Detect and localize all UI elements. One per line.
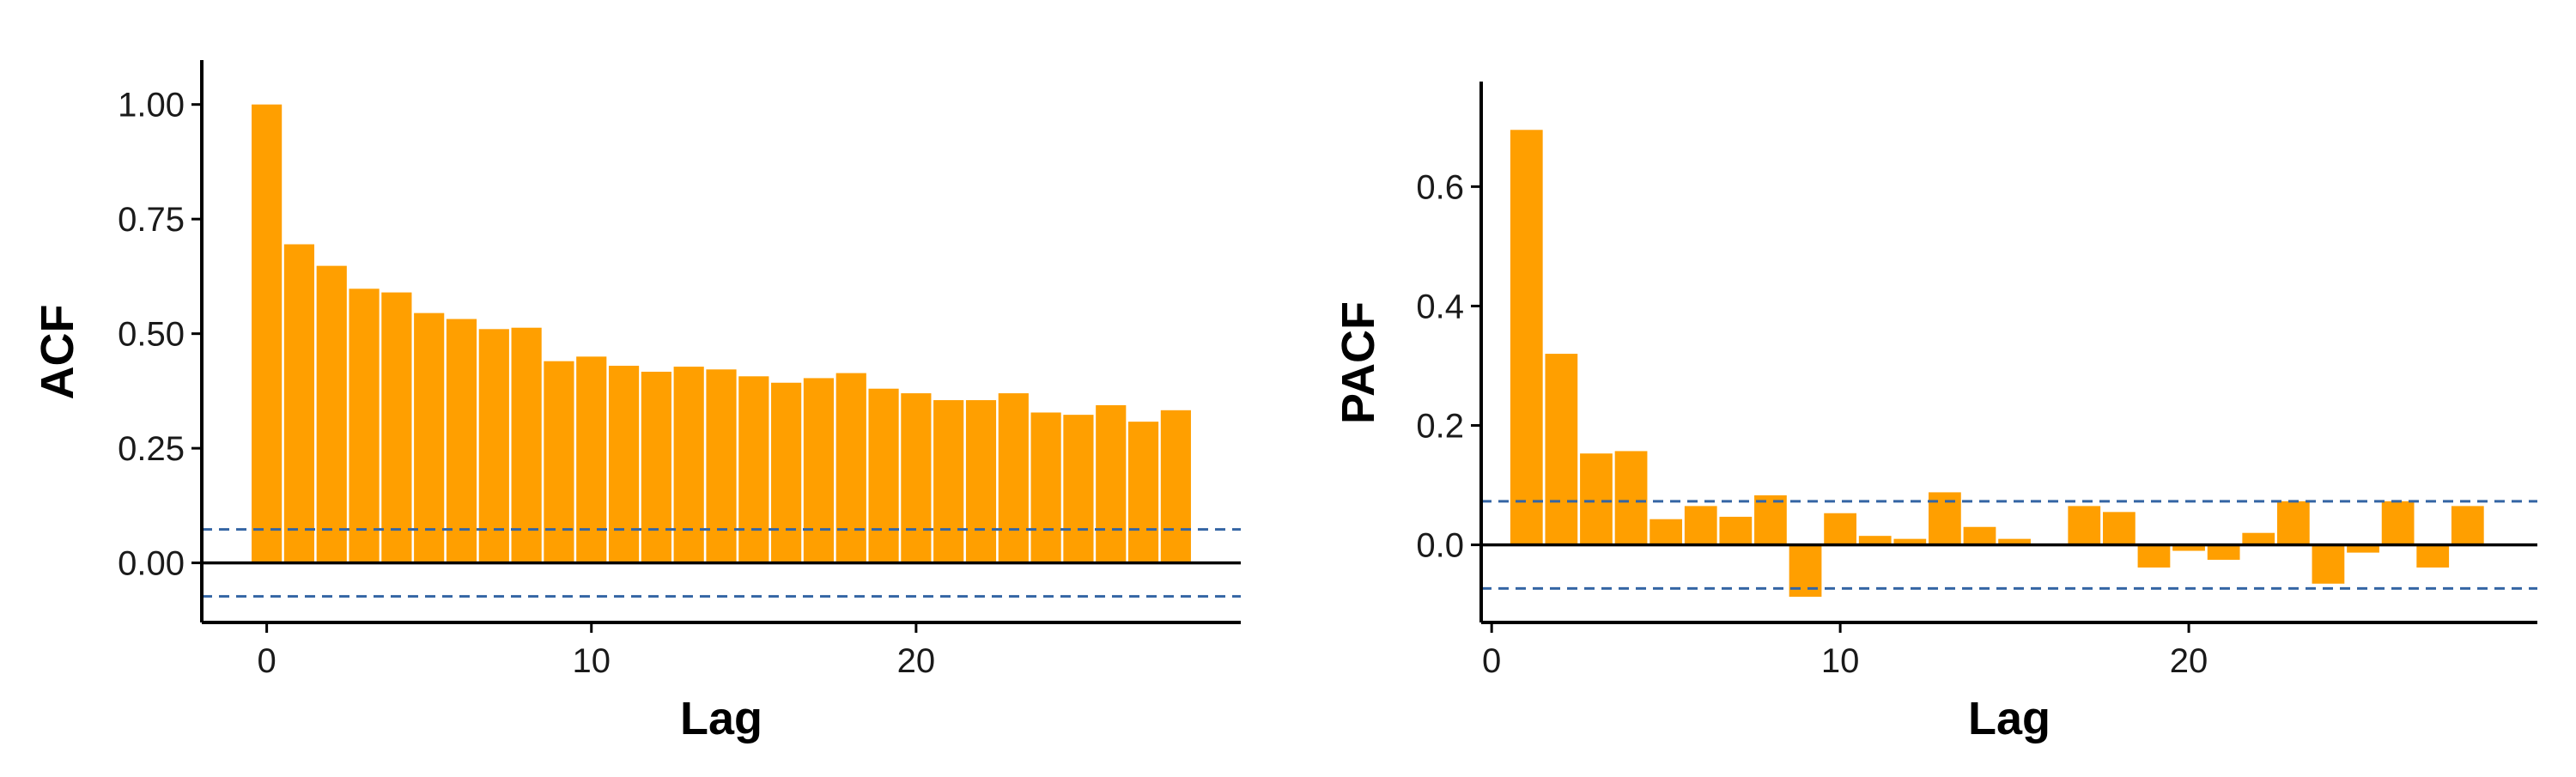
pacf-bar-lag-18 <box>2103 512 2136 544</box>
acf-y-axis-title: ACF <box>32 305 83 400</box>
acf-bar-lag-13 <box>674 367 704 563</box>
acf-bar-lag-22 <box>966 400 996 563</box>
acf-bar-lag-25 <box>1063 415 1093 562</box>
acf-y-tick-label: 0.50 <box>118 316 185 354</box>
acf-bar-lag-28 <box>1161 410 1191 563</box>
acf-bar-lag-1 <box>284 245 314 563</box>
acf-bar-lag-23 <box>999 393 1029 563</box>
pacf-y-tick-label: 0.2 <box>1416 408 1464 446</box>
acf-bar-lag-19 <box>868 389 898 563</box>
pacf-x-tick-label: 10 <box>1821 642 1860 680</box>
pacf-bar-lag-7 <box>1719 517 1752 545</box>
acf-bar-lag-20 <box>901 393 931 563</box>
pacf-bar-lag-3 <box>1580 453 1613 544</box>
pacf-bar-lag-5 <box>1649 519 1682 545</box>
acf-bar-lag-0 <box>252 105 282 563</box>
acf-bar-lag-27 <box>1128 422 1158 562</box>
pacf-bar-lag-19 <box>2138 545 2171 568</box>
pacf-y-axis-title: PACF <box>1333 301 1384 424</box>
acf-bar-lag-10 <box>576 356 606 562</box>
pacf-y-tick-label: 0.6 <box>1416 168 1464 206</box>
acf-bar-lag-4 <box>381 293 411 563</box>
pacf-bar-lag-10 <box>1824 513 1856 545</box>
acf-y-tick-label: 0.25 <box>118 430 185 468</box>
acf-bar-lag-9 <box>544 361 574 563</box>
pacf-bar-lag-4 <box>1615 451 1648 544</box>
acf-bar-lag-8 <box>512 328 542 563</box>
pacf-x-axis-title: Lag <box>1968 693 2050 744</box>
acf-bar-lag-11 <box>609 366 639 563</box>
pacf-bar-lag-6 <box>1685 506 1717 544</box>
acf-x-tick-label: 10 <box>573 642 611 680</box>
acf-bar-lag-6 <box>447 319 477 563</box>
pacf-bar-lag-27 <box>2416 545 2449 568</box>
acf-y-tick-label: 1.00 <box>118 87 185 124</box>
acf-x-axis-title: Lag <box>680 693 762 744</box>
acf-bar-lag-24 <box>1031 412 1061 562</box>
acf-bar-lag-2 <box>317 266 347 563</box>
pacf-y-tick-label: 0.0 <box>1416 527 1464 565</box>
acf-x-tick-label: 0 <box>258 642 276 680</box>
acf-bar-lag-21 <box>933 400 963 563</box>
pacf-bar-lag-24 <box>2312 545 2345 584</box>
acf-bar-lag-14 <box>706 369 736 562</box>
pacf-bar-lag-22 <box>2242 533 2275 545</box>
pacf-y-tick-label: 0.4 <box>1416 288 1464 325</box>
pacf-x-tick-label: 20 <box>2170 642 2208 680</box>
pacf-bar-lag-26 <box>2382 501 2415 545</box>
pacf-bar-lag-2 <box>1545 354 1577 545</box>
acf-bar-lag-26 <box>1096 405 1126 563</box>
acf-bar-lag-12 <box>641 372 671 563</box>
acf-bar-lag-18 <box>836 373 866 563</box>
pacf-bar-lag-1 <box>1510 130 1543 544</box>
acf-bar-lag-3 <box>349 288 379 562</box>
pacf-x-tick-label: 0 <box>1482 642 1501 680</box>
pacf-panel: 0.0 0.2 0.4 0.6 0 10 20 Lag PACF <box>1333 82 2537 744</box>
acf-panel: 0.00 0.25 0.50 0.75 1.00 0 10 20 Lag ACF <box>32 60 1241 744</box>
acf-bar-lag-16 <box>771 383 801 563</box>
pacf-bar-lag-23 <box>2277 501 2310 545</box>
acf-x-tick-label: 20 <box>897 642 936 680</box>
acf-bar-lag-5 <box>414 313 444 563</box>
acf-bar-lag-15 <box>738 376 769 562</box>
pacf-bar-lag-28 <box>2451 506 2484 544</box>
pacf-bar-lag-21 <box>2208 545 2240 560</box>
acf-y-tick-label: 0.00 <box>118 545 185 583</box>
acf-y-tick-label: 0.75 <box>118 201 185 239</box>
pacf-bar-lag-17 <box>2068 506 2100 544</box>
pacf-bar-lag-8 <box>1754 495 1787 545</box>
acf-bar-lag-17 <box>804 378 834 562</box>
acf-bar-lag-7 <box>479 329 509 562</box>
pacf-bar-lag-14 <box>1964 527 1996 545</box>
